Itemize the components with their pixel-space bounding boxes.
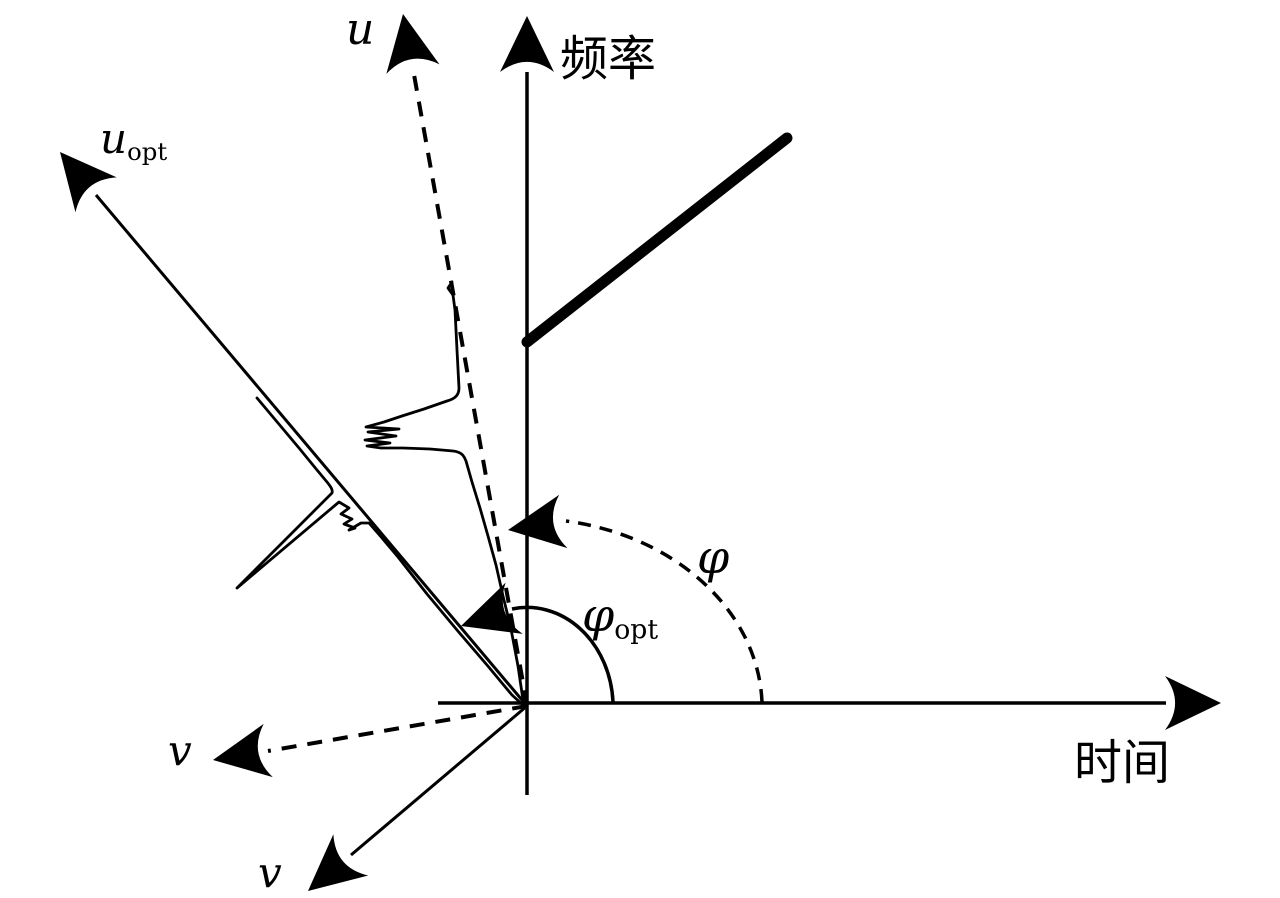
- u-opt-axis-label: uopt: [100, 118, 167, 164]
- u-opt-label-base: u: [100, 114, 128, 163]
- frequency-axis-arrowhead: [500, 16, 554, 72]
- v-dashed-axis-arrowhead: [213, 723, 273, 778]
- phi-angle-label: φ: [697, 530, 730, 584]
- u-opt-axis-arrowhead: [60, 152, 117, 213]
- u-opt-spectrum-curve: [235, 396, 526, 708]
- phi-opt-angle-label: φopt: [582, 592, 658, 644]
- phi-arc-arrowhead: [508, 494, 568, 549]
- frequency-axis-label: 频率: [560, 33, 657, 86]
- time-axis-arrowhead: [1165, 676, 1221, 730]
- phi-opt-arc: [511, 605, 615, 703]
- u-opt-axis-line: [94, 194, 529, 707]
- u-opt-label-subscript: opt: [127, 136, 168, 166]
- v-solid-axis-line: [350, 704, 528, 857]
- chirp-signal-line: [521, 132, 793, 348]
- v-solid-axis-label: v: [258, 848, 282, 897]
- u-axis-line: [411, 68, 529, 706]
- v-solid-axis-arrowhead: [308, 834, 369, 891]
- v-dashed-axis-line: [267, 704, 528, 753]
- phi-opt-label-subscript: opt: [614, 614, 659, 646]
- phi-opt-arc-arrowhead: [461, 582, 523, 634]
- u-axis-label: u: [346, 4, 375, 55]
- u-spectrum-curve: [363, 280, 525, 702]
- time-axis-label: 时间: [1074, 737, 1171, 790]
- u-axis-arrowhead: [386, 14, 440, 74]
- phi-arc: [565, 519, 764, 703]
- phi-opt-label-base: φ: [582, 588, 615, 642]
- v-dashed-axis-label: v: [168, 726, 192, 775]
